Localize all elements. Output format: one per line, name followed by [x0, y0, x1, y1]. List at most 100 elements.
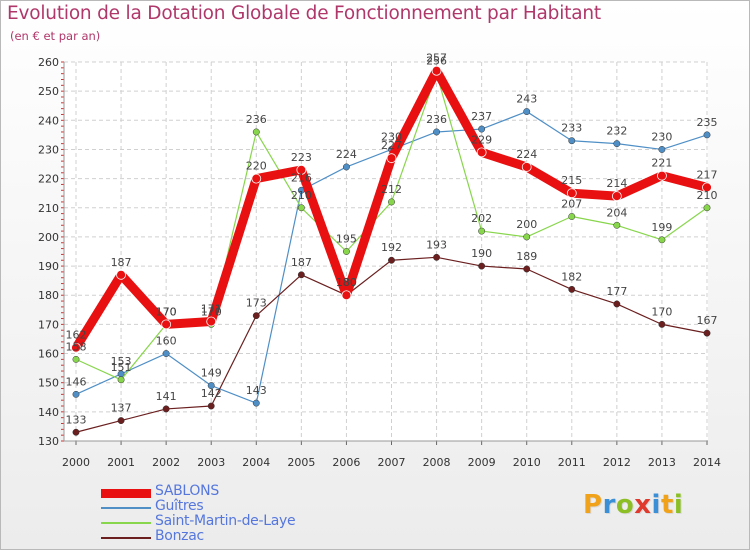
- chart-title: Evolution de la Dotation Globale de Fonc…: [7, 3, 601, 24]
- data-label: 210: [697, 189, 718, 202]
- data-label: 202: [471, 212, 492, 225]
- y-tick-label: 190: [38, 260, 59, 273]
- data-label: 207: [561, 198, 582, 211]
- data-label: 170: [156, 305, 177, 318]
- data-point: [433, 128, 441, 136]
- x-tick-label: 2006: [332, 456, 360, 469]
- data-point: [342, 163, 350, 171]
- data-point: [478, 227, 486, 235]
- legend-swatch: [101, 507, 151, 509]
- data-label: 220: [246, 160, 267, 173]
- data-label: 224: [336, 148, 357, 161]
- x-tick-label: 2009: [468, 456, 496, 469]
- data-point: [162, 350, 170, 357]
- data-label: 182: [561, 270, 582, 283]
- data-label: 214: [606, 177, 627, 190]
- data-point: [252, 312, 260, 320]
- data-label: 192: [381, 241, 402, 254]
- data-label: 193: [426, 238, 447, 251]
- x-tick-label: 2012: [603, 456, 631, 469]
- data-point: [658, 236, 666, 244]
- data-point: [703, 204, 711, 212]
- plot-area: [64, 62, 708, 441]
- y-tick-label: 260: [38, 56, 59, 69]
- data-label: 187: [291, 256, 312, 269]
- x-tick-label: 2004: [242, 456, 270, 469]
- data-label: 230: [651, 130, 672, 143]
- data-label: 236: [426, 113, 447, 126]
- data-label: 229: [471, 133, 492, 146]
- legend-swatch: [101, 488, 151, 498]
- y-tick-label: 150: [38, 377, 59, 390]
- data-point: [658, 146, 666, 153]
- data-label: 170: [201, 305, 222, 318]
- data-point: [568, 213, 576, 220]
- data-point: [476, 147, 487, 158]
- x-tick-label: 2005: [287, 456, 315, 469]
- data-point: [566, 188, 577, 199]
- data-point: [568, 285, 576, 293]
- legend-swatch: [101, 537, 151, 539]
- data-label: 170: [156, 305, 177, 318]
- data-label: 141: [156, 390, 177, 403]
- data-label: 151: [111, 361, 132, 374]
- data-point: [207, 402, 215, 410]
- legend-label: Saint-Martin-de-Laye: [155, 513, 296, 529]
- data-label: 170: [651, 305, 672, 318]
- data-point: [523, 233, 531, 241]
- x-tick-label: 2014: [693, 456, 721, 469]
- data-label: 215: [561, 174, 582, 187]
- x-tick-label: 2003: [197, 456, 225, 469]
- x-tick-label: 2001: [107, 456, 135, 469]
- data-label: 187: [111, 256, 132, 269]
- data-label: 233: [561, 122, 582, 135]
- y-tick-label: 250: [38, 85, 59, 98]
- legend-label: Bonzac: [155, 528, 204, 544]
- data-label: 173: [246, 297, 267, 310]
- data-point: [478, 262, 486, 270]
- y-tick-label: 180: [38, 289, 59, 302]
- data-label: 171: [201, 302, 222, 315]
- data-label: 212: [381, 183, 402, 196]
- data-label: 180: [336, 276, 357, 289]
- data-label: 227: [381, 139, 402, 152]
- data-label: 137: [111, 402, 132, 415]
- y-tick-label: 230: [38, 143, 59, 156]
- data-point: [71, 342, 81, 353]
- x-tick-label: 2000: [62, 456, 90, 469]
- data-point: [117, 417, 125, 425]
- data-label: 190: [471, 247, 492, 260]
- data-point: [162, 405, 170, 413]
- x-tick-label: 2002: [152, 456, 180, 469]
- y-tick-label: 140: [38, 406, 59, 419]
- data-point: [251, 173, 262, 184]
- data-label: 158: [66, 340, 87, 353]
- y-tick-label: 240: [38, 114, 59, 127]
- data-point: [207, 382, 215, 390]
- data-point: [297, 271, 305, 279]
- data-point: [568, 137, 576, 145]
- data-label: 257: [426, 52, 447, 65]
- data-label: 235: [697, 116, 718, 129]
- data-label: 221: [651, 157, 672, 170]
- data-label: 167: [697, 314, 718, 327]
- data-point: [703, 329, 711, 337]
- y-tick-label: 220: [38, 173, 59, 186]
- y-tick-label: 200: [38, 231, 59, 244]
- data-label: 189: [516, 250, 537, 263]
- data-label: 146: [66, 375, 87, 388]
- data-label: 204: [606, 206, 627, 219]
- data-label: 153: [111, 355, 132, 368]
- data-point: [117, 376, 125, 384]
- data-point: [161, 319, 172, 330]
- data-label: 160: [156, 335, 177, 348]
- data-point: [613, 300, 621, 308]
- x-tick-label: 2008: [423, 456, 451, 469]
- data-label: 232: [606, 125, 627, 138]
- x-tick-label: 2007: [378, 456, 406, 469]
- data-point: [613, 221, 621, 229]
- data-point: [523, 265, 531, 273]
- data-point: [252, 128, 260, 136]
